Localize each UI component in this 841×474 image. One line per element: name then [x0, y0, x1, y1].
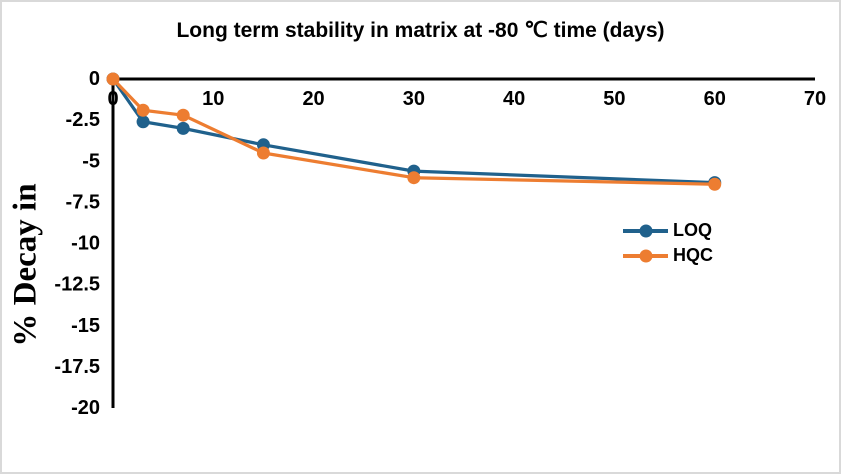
y-tick-label: -10 — [71, 233, 100, 255]
data-point-hqc[interactable] — [708, 177, 722, 191]
x-tick-label: 10 — [202, 88, 224, 110]
x-tick-label: 50 — [603, 88, 625, 110]
y-tick-label: -15 — [71, 315, 100, 337]
hqc-line-marker-icon — [623, 249, 668, 262]
x-tick-label: 30 — [403, 88, 425, 110]
data-point-hqc[interactable] — [407, 171, 421, 185]
y-tick-label: -17.5 — [54, 356, 100, 378]
y-tick-label: -12.5 — [54, 274, 100, 296]
x-tick-label: 20 — [302, 88, 324, 110]
data-point-hqc[interactable] — [106, 72, 120, 86]
y-tick-label: -2.5 — [66, 109, 100, 131]
series-line-loq — [111, 77, 717, 185]
x-tick-label: 60 — [704, 88, 726, 110]
x-tick-label: 40 — [503, 88, 525, 110]
data-point-hqc[interactable] — [256, 146, 270, 160]
legend-label-hqc: HQC — [673, 245, 713, 265]
legend-item-loq[interactable]: LOQ — [623, 218, 713, 243]
x-tick-label: 70 — [804, 88, 826, 110]
data-point-hqc[interactable] — [176, 108, 190, 122]
legend-label-loq: LOQ — [673, 220, 712, 240]
chart-title: Long term stability in matrix at -80 ℃ t… — [176, 19, 665, 42]
data-point-loq[interactable] — [176, 121, 190, 135]
data-point-hqc[interactable] — [136, 103, 150, 117]
y-tick-label: -20 — [71, 397, 100, 419]
series-line-hqc — [111, 77, 717, 186]
legend-item-hqc[interactable]: HQC — [623, 243, 713, 268]
data-point-loq[interactable] — [136, 115, 150, 129]
y-tick-label: -5 — [82, 150, 100, 172]
y-tick-label: -7.5 — [66, 191, 100, 213]
x-tick-label: 0 — [107, 88, 118, 110]
loq-line-marker-icon — [623, 224, 668, 237]
legend: LOQ HQC — [623, 218, 713, 268]
y-tick-label: 0 — [89, 68, 100, 90]
